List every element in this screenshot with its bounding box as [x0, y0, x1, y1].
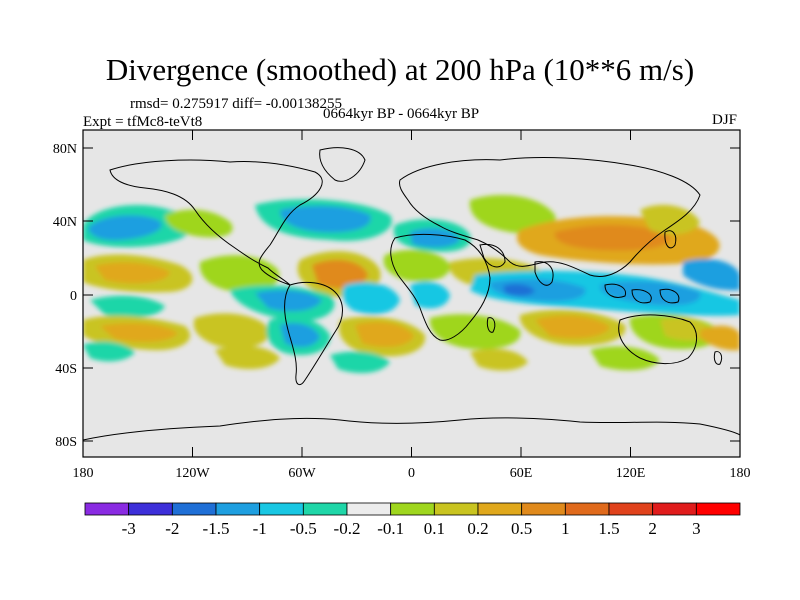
colorbar: -3 -2 -1.5 -1 -0.5 -0.2 -0.1 0.1 0.2 0.5 1 1.5 2 3	[84, 502, 741, 538]
season-label: DJF	[712, 112, 738, 128]
field-patch	[88, 215, 162, 241]
colorbar-swatch	[215, 502, 261, 516]
colorbar-label: -0.5	[290, 519, 317, 538]
lat-tick-label: 80S	[55, 435, 77, 450]
lat-tick-label: 80N	[53, 142, 77, 157]
new-zealand-outline	[713, 351, 723, 365]
field-patch	[470, 348, 528, 371]
arabia-outline	[479, 243, 506, 268]
lon-tick-label: 60W	[288, 466, 316, 481]
colorbar-swatch	[128, 502, 173, 516]
colorbar-swatch	[564, 502, 610, 516]
field-patch	[700, 325, 740, 351]
field-patch	[255, 289, 322, 312]
madagascar-outline	[486, 317, 496, 333]
field-patch	[165, 209, 233, 238]
field-patch	[95, 262, 170, 284]
colorbar-label: -2	[165, 519, 179, 538]
colorbar-label: 3	[692, 519, 701, 538]
lon-tick-label: 120E	[616, 466, 646, 481]
field-patch	[100, 323, 178, 342]
field-patch	[193, 313, 271, 349]
stats-label: rmsd= 0.275917 diff= -0.00138255	[130, 96, 343, 112]
colorbar-swatch	[477, 502, 523, 516]
field-patch	[83, 341, 135, 362]
north-america-outline	[109, 159, 323, 286]
field-patch	[355, 321, 414, 348]
colorbar-label: 1	[561, 519, 570, 538]
field-patch	[280, 323, 320, 348]
japan-outline	[664, 230, 677, 249]
field-patch	[640, 204, 700, 235]
india-outline	[534, 261, 554, 286]
colorbar-label: 1.5	[598, 519, 619, 538]
field-patch	[660, 317, 712, 341]
indonesia-outline	[604, 283, 680, 304]
field-patch	[535, 315, 610, 339]
south-america-outline	[284, 281, 343, 386]
coastlines	[83, 147, 740, 441]
colorbar-label: -1	[253, 519, 267, 538]
antarctica-outline	[83, 417, 740, 441]
colorbar-label: -0.1	[377, 519, 404, 538]
lon-tick-label: 60E	[510, 466, 533, 481]
colorbar-label: -0.2	[334, 519, 361, 538]
longitude-axis: 180 120W 60W 0 60E 120E 180	[73, 130, 751, 481]
lon-tick-label: 0	[408, 466, 415, 481]
field-patch	[429, 314, 521, 350]
colorbar-swatch	[521, 502, 566, 516]
lat-tick-label: 40S	[55, 362, 77, 377]
colorbar-label: 0.1	[424, 519, 445, 538]
colorbar-swatch	[608, 502, 654, 516]
lat-tick-label: 0	[70, 289, 77, 304]
field-patch	[280, 205, 371, 233]
experiment-label: Expt = tfMc8-teVt8	[83, 114, 203, 130]
eurasia-outline	[399, 157, 701, 277]
field-patch	[410, 281, 450, 309]
colorbar-label: 0.5	[511, 519, 532, 538]
field-patch	[410, 228, 460, 248]
greenland-outline	[319, 147, 366, 182]
colorbar-swatch	[84, 502, 130, 516]
map-title: Divergence (smoothed) at 200 hPa (10**6 …	[105, 52, 695, 87]
field-patch	[599, 280, 701, 306]
field-patch	[312, 259, 368, 289]
australia-outline	[618, 314, 697, 365]
colorbar-swatch	[433, 502, 479, 516]
colorbar-swatch	[695, 502, 741, 516]
field-patch	[469, 195, 556, 234]
period-label: 0664kyr BP - 0664kyr BP	[323, 106, 480, 122]
lon-tick-label: 120W	[175, 466, 210, 481]
africa-outline	[390, 233, 491, 341]
colorbar-swatch	[390, 502, 435, 516]
lon-tick-label: 180	[730, 466, 751, 481]
field-patch	[503, 283, 535, 296]
colorbar-label: -3	[122, 519, 136, 538]
field-patch	[90, 295, 165, 318]
colorbar-swatch	[652, 502, 697, 516]
colorbar-swatch	[259, 502, 304, 516]
field-patch	[215, 345, 280, 370]
field-patch	[590, 346, 660, 371]
colorbar-label: -1.5	[203, 519, 230, 538]
divergence-field	[83, 195, 740, 374]
colorbar-swatch	[346, 502, 392, 516]
lat-tick-label: 40N	[53, 215, 77, 230]
field-patch	[554, 224, 671, 251]
field-patch	[683, 258, 740, 291]
field-patch	[383, 249, 451, 282]
colorbar-label: 0.2	[467, 519, 488, 538]
latitude-axis: 80N 40N 0 40S 80S	[53, 142, 740, 450]
field-patch	[330, 351, 390, 374]
colorbar-swatch	[302, 502, 348, 516]
colorbar-label: 2	[648, 519, 657, 538]
colorbar-swatch	[171, 502, 217, 516]
lon-tick-label: 180	[73, 466, 94, 481]
field-patch	[342, 282, 400, 315]
